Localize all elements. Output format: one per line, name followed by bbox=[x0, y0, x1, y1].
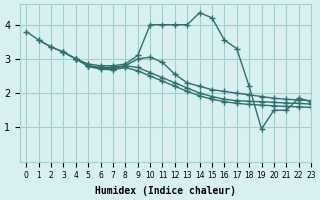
X-axis label: Humidex (Indice chaleur): Humidex (Indice chaleur) bbox=[95, 186, 236, 196]
